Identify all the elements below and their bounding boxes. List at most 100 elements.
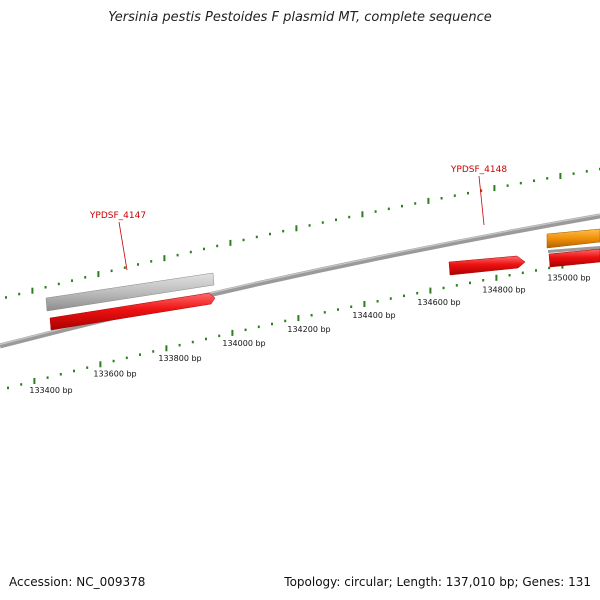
minor-tick: [218, 334, 221, 338]
minor-tick: [284, 319, 287, 323]
label-leader-4148: [478, 175, 485, 226]
minor-tick: [376, 300, 379, 303]
major-tick: [97, 271, 100, 278]
minor-tick: [139, 353, 141, 356]
minor-tick: [455, 284, 458, 287]
minor-tick: [176, 253, 179, 257]
major-tick: [361, 211, 364, 218]
major-tick: [363, 301, 366, 307]
minor-tick: [86, 366, 89, 369]
minor-tick: [271, 322, 273, 326]
map-title: Yersinia pestis Pestoides F plasmid MT, …: [108, 10, 492, 25]
major-tick: [31, 287, 34, 294]
tick-row-outer: [5, 167, 600, 299]
minor-tick: [440, 197, 443, 200]
minor-tick: [191, 340, 194, 344]
major-tick: [493, 185, 496, 192]
minor-tick: [216, 244, 219, 248]
topology-text: Topology: circular; Length: 137,010 bp; …: [284, 575, 591, 589]
minor-tick: [387, 207, 390, 211]
major-tick: [99, 361, 102, 368]
minor-tick: [5, 296, 7, 299]
minor-tick: [244, 328, 247, 332]
minor-tick: [506, 184, 509, 187]
minor-tick: [572, 172, 575, 175]
minor-tick: [71, 279, 73, 282]
scale-label: 134600 bp: [417, 298, 460, 307]
gene-ypdsf-4147[interactable]: [49, 292, 216, 331]
minor-tick: [337, 308, 339, 311]
minor-tick: [205, 337, 207, 341]
minor-tick: [535, 269, 537, 272]
minor-tick: [203, 247, 205, 251]
gene-gray-thin-feature[interactable]: [548, 246, 600, 253]
minor-tick: [178, 343, 181, 347]
major-tick: [295, 225, 298, 232]
major-tick: [165, 345, 168, 352]
major-tick: [427, 197, 430, 204]
minor-tick: [57, 282, 60, 286]
minor-tick: [310, 314, 313, 317]
minor-tick: [585, 170, 588, 173]
minor-tick: [350, 305, 353, 308]
minor-tick: [152, 350, 155, 353]
major-tick: [163, 255, 166, 262]
minor-tick: [469, 281, 471, 285]
minor-tick: [453, 194, 456, 197]
minor-tick: [46, 376, 49, 379]
minor-tick: [257, 325, 260, 329]
minor-tick: [282, 229, 285, 233]
minor-tick: [110, 269, 113, 273]
minor-tick: [255, 235, 258, 239]
minor-tick: [7, 386, 9, 390]
scale-label: 134800 bp: [482, 285, 525, 294]
gene-red-right-edge[interactable]: [548, 248, 600, 268]
major-tick: [559, 173, 562, 179]
minor-tick: [242, 238, 245, 242]
major-tick: [495, 274, 498, 281]
minor-tick: [125, 356, 128, 360]
minor-tick: [137, 263, 139, 266]
minor-tick: [323, 311, 326, 314]
gene-gray-feature[interactable]: [45, 272, 215, 312]
major-tick: [429, 287, 432, 294]
gene-label-ypdsf-4148: YPDSF_4148: [450, 165, 507, 175]
minor-tick: [482, 279, 485, 282]
gene-label-ypdsf-4147: YPDSF_4147: [89, 211, 146, 221]
accession-text: Accession: NC_009378: [9, 575, 146, 589]
gene-ypdsf-4148[interactable]: [546, 228, 600, 249]
minor-tick: [123, 266, 126, 269]
scale-labels: 133400 bp 133600 bp 133800 bp 134000 bp 1342…: [29, 273, 590, 394]
minor-tick: [414, 202, 417, 205]
scale-label: 134400 bp: [352, 311, 395, 320]
minor-tick: [73, 369, 75, 373]
minor-tick: [44, 286, 47, 289]
minor-tick: [189, 250, 192, 254]
minor-tick: [467, 191, 469, 195]
scale-label: 134000 bp: [222, 339, 265, 348]
minor-tick: [348, 215, 351, 219]
minor-tick: [374, 210, 377, 213]
minor-tick: [480, 189, 483, 192]
minor-tick: [521, 271, 524, 275]
minor-tick: [112, 359, 115, 363]
minor-tick: [335, 218, 337, 221]
scale-label: 133600 bp: [93, 370, 136, 379]
minor-tick: [150, 260, 153, 263]
major-tick: [229, 239, 232, 246]
minor-tick: [59, 373, 62, 376]
gene-red-134700[interactable]: [448, 255, 526, 276]
major-tick: [297, 315, 300, 322]
scale-label: 134200 bp: [287, 325, 330, 334]
scale-label: 135000 bp: [547, 273, 590, 282]
minor-tick: [18, 292, 21, 296]
minor-tick: [401, 204, 403, 208]
minor-tick: [416, 291, 419, 295]
minor-tick: [321, 221, 324, 224]
major-tick: [231, 329, 234, 336]
label-leader-4147: [118, 221, 128, 271]
minor-tick: [548, 266, 551, 270]
scale-label: 133400 bp: [29, 386, 72, 395]
